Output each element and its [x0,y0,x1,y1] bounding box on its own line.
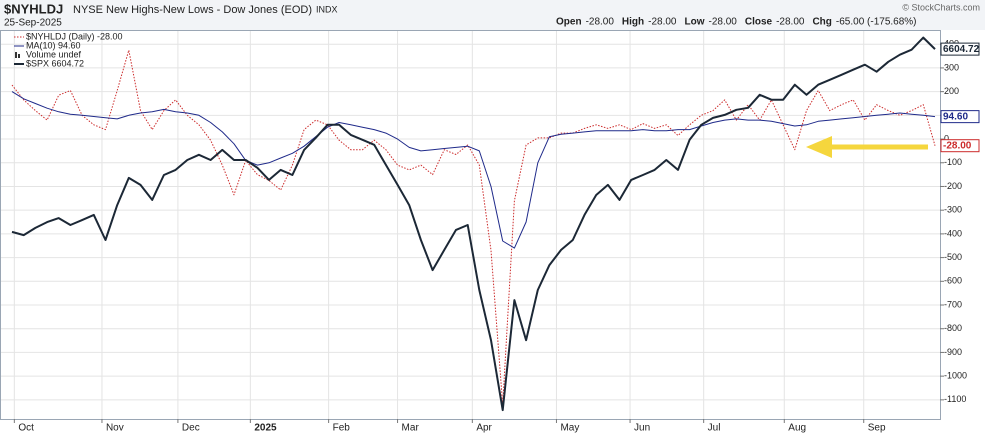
y-tick-label: -400 [944,228,962,238]
chart-subtitle: NYSE New Highs-New Lows - Dow Jones (EOD… [73,4,312,16]
quote-value: -28.00 [776,17,805,28]
y-tick-label: 200 [944,86,959,96]
x-tick-label: May [560,423,579,434]
y-tick-label: -500 [944,252,962,262]
quote-value: -65.00 (-175.68%) [836,17,917,28]
quote: Open -28.00 High -28.00 Low -28.00 Close -28.00… [556,17,917,28]
series-line [11,49,936,406]
legend-label: Volume undef [26,49,82,59]
legend-label: MA(10) 94.60 [26,40,81,50]
x-tick-label: Aug [788,423,806,434]
x-tick-label: Oct [18,423,34,434]
watermark: © StockCharts.com [902,2,980,12]
annotation-arrow [806,136,928,158]
last-value-box [940,42,980,56]
x-tick-label: Nov [106,423,124,434]
series-lines [11,36,936,412]
last-value-box [940,110,980,124]
y-tick-label: -100 [944,157,962,167]
quote-name: Low [685,17,705,28]
last-value-label: 94.60 [943,111,968,122]
x-tick-label: Mar [402,423,420,434]
quote-name: Open [556,17,582,28]
quote-name: Close [745,17,773,28]
last-value-box [940,139,980,153]
legend-swatch [15,52,17,58]
x-tick-label: Apr [476,423,492,434]
quote-name: High [622,17,644,28]
legend-label: $SPX 6604.72 [26,58,84,68]
y-tick-label: -200 [944,181,962,191]
y-tick-label: -300 [944,205,962,215]
y-tick-label: -1100 [944,394,966,404]
y-tick-label: 0 [944,133,949,143]
quote-value: -28.00 [709,17,738,28]
series-line [11,36,936,412]
last-value-label: -28.00 [943,140,972,151]
legend-swatch [18,54,20,58]
y-tick-label: 300 [944,62,959,72]
quote-name: Chg [812,17,831,28]
x-tick-label: 2025 [254,423,277,434]
grid [1,31,940,419]
header-bg [0,0,985,30]
last-value-label: 6604.72 [943,44,980,55]
y-axis: 4003002001000-100-200-300-400-500-600-70… [13,39,980,434]
quote-value: -28.00 [586,17,615,28]
exchange: INDX [316,4,338,14]
y-tick-label: -900 [944,347,962,357]
y-tick-label: -600 [944,276,962,286]
legend-label: $NYHLDJ (Daily) -28.00 [26,31,123,41]
y-tick-label: -1000 [944,371,967,381]
series-line [11,91,936,249]
arrow-head [806,136,832,158]
x-tick-label: Jun [634,423,650,434]
date: 25-Sep-2025 [4,18,62,29]
x-tick-label: Feb [333,423,351,434]
y-tick-label: -800 [944,323,962,333]
chart-title: $NYHLDJ [4,1,63,16]
x-tick-label: Sep [868,423,886,434]
y-tick-label: -700 [944,299,962,309]
quote-value: -28.00 [648,17,677,28]
x-tick-label: Jul [708,423,721,434]
x-tick-label: Dec [182,423,200,434]
